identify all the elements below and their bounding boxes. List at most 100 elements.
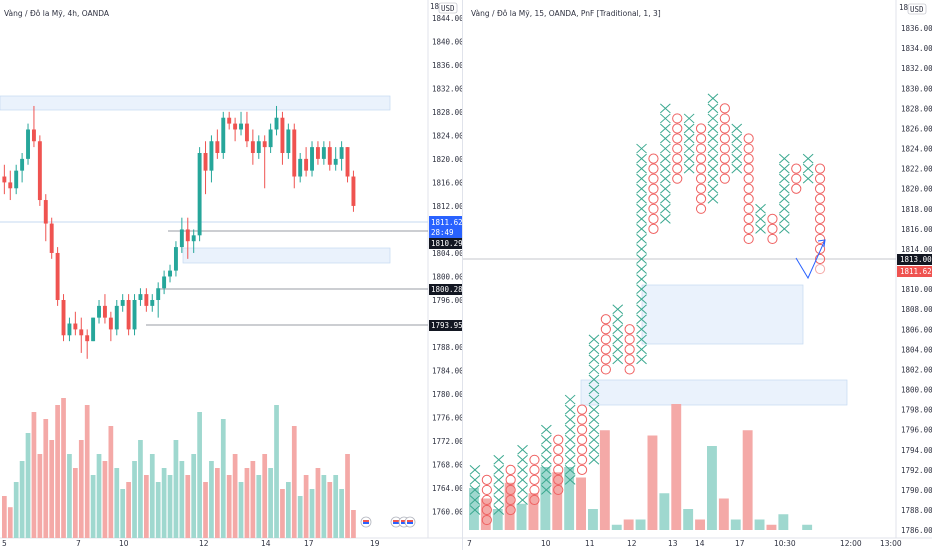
candle-body[interactable] [156, 288, 161, 300]
candle-body[interactable] [55, 252, 60, 300]
left-price-axis[interactable] [428, 0, 462, 550]
candle-body[interactable] [351, 176, 356, 206]
candle-body[interactable] [304, 158, 309, 171]
candle-body[interactable] [280, 117, 285, 153]
candle-body[interactable] [162, 276, 167, 289]
candle-body[interactable] [227, 117, 232, 124]
candle-body[interactable] [79, 329, 84, 336]
candle-body[interactable] [298, 158, 303, 177]
candle-body[interactable] [345, 147, 350, 177]
candle-body[interactable] [2, 176, 7, 183]
pnf-x-stroke [660, 143, 671, 154]
pnf-o-box [505, 504, 516, 516]
pnf-o-box [648, 183, 659, 194]
left-chart-pane[interactable]: Vàng / Đô la Mỹ, 4h, OANDA 1844.000 1840.… [0, 0, 462, 550]
candle-body[interactable] [215, 141, 220, 153]
pnf-x-stroke [493, 454, 505, 465]
pnf-o-box [505, 484, 516, 496]
candle-body[interactable] [268, 129, 273, 148]
candle-body[interactable] [132, 300, 137, 330]
left-candlestick-chart[interactable]: 1844.000 1840.000 1836.000 1832.000 1828.000… [0, 0, 462, 550]
pnf-x-stroke [707, 193, 719, 204]
candle-body[interactable] [144, 294, 149, 306]
pnf-x-stroke [588, 444, 600, 455]
currency-box[interactable] [907, 3, 927, 15]
candle-body[interactable] [244, 123, 249, 142]
candle-body[interactable] [85, 335, 90, 342]
candle-body[interactable] [197, 153, 202, 236]
volume-bar [132, 461, 137, 538]
candle-body[interactable] [120, 300, 125, 306]
candle-body[interactable] [286, 129, 291, 153]
pnf-x-stroke [660, 103, 671, 114]
pnf-o-box [624, 344, 635, 355]
price-tick-label: 1828.000 [901, 104, 932, 113]
candle-body[interactable] [91, 317, 96, 342]
candle-body[interactable] [262, 141, 267, 148]
candle-body[interactable] [26, 129, 30, 159]
candle-body[interactable] [61, 300, 66, 336]
candle-body[interactable] [49, 223, 54, 253]
pnf-o-box [553, 484, 564, 496]
candle-body[interactable] [221, 117, 226, 153]
candle-body[interactable] [292, 129, 297, 177]
candle-body[interactable] [108, 317, 113, 330]
demand-zone[interactable] [182, 247, 391, 264]
demand-zone-lower[interactable] [580, 379, 848, 406]
candle-body[interactable] [126, 300, 131, 330]
pnf-o-box [814, 163, 826, 174]
candle-body[interactable] [333, 158, 338, 165]
volume-bar [2, 496, 7, 538]
candle-body[interactable] [315, 147, 320, 159]
candle-body[interactable] [31, 129, 36, 142]
candle-body[interactable] [256, 141, 261, 153]
price-tick-label: 1836.000 [432, 61, 462, 70]
currency-box[interactable] [438, 2, 458, 14]
candle-body[interactable] [173, 247, 178, 271]
candle-body[interactable] [185, 229, 190, 242]
candle-body[interactable] [37, 141, 42, 201]
candle-body[interactable] [321, 147, 326, 159]
pnf-x-box [779, 224, 790, 234]
volume-bar [552, 472, 563, 530]
supply-zone[interactable] [0, 95, 391, 111]
right-pnf-chart[interactable]: 1836.000 1834.000 1832.000 1830.000 1828.000… [463, 0, 932, 550]
candle-body[interactable] [239, 123, 243, 130]
candle-body[interactable] [14, 170, 19, 189]
candle-body[interactable] [102, 305, 107, 318]
candle-body[interactable] [179, 229, 184, 248]
pnf-o-box [672, 163, 683, 174]
right-chart-pane[interactable]: Vàng / Đô la Mỹ, 15, OANDA, PnF [Traditi… [463, 0, 932, 550]
pnf-x-box [517, 485, 528, 495]
current-price-label: 1811.620 [431, 218, 462, 227]
pnf-o-box [576, 464, 588, 475]
candle-body[interactable] [43, 200, 48, 224]
candle-body[interactable] [97, 305, 101, 318]
candle-body[interactable] [168, 270, 172, 277]
candle-body[interactable] [20, 158, 25, 171]
candle-body[interactable] [150, 300, 155, 306]
candle-body[interactable] [274, 117, 279, 130]
candle-body[interactable] [203, 153, 208, 171]
candle-body[interactable] [73, 323, 78, 330]
candle-body[interactable] [114, 305, 119, 330]
pnf-x-stroke [683, 133, 695, 144]
candle-body[interactable] [209, 141, 214, 171]
candle-body[interactable] [339, 147, 344, 159]
pnf-o-box [719, 103, 730, 114]
candle-body[interactable] [67, 323, 72, 336]
projection-arrow[interactable] [795, 239, 826, 280]
candle-body[interactable] [191, 235, 196, 242]
candle-body[interactable] [8, 182, 13, 189]
candle-body[interactable] [310, 147, 314, 171]
candle-body[interactable] [250, 141, 255, 153]
candle-body[interactable] [138, 294, 143, 300]
pane-divider[interactable] [462, 0, 463, 550]
candle-body[interactable] [233, 123, 238, 130]
pnf-x-box [683, 163, 695, 174]
pnf-o-box [743, 173, 754, 184]
time-tick-label: 7 [76, 539, 81, 548]
candle-body[interactable] [327, 147, 332, 165]
demand-zone-upper[interactable] [641, 284, 804, 345]
price-tick-label: 1810.000 [901, 285, 932, 294]
